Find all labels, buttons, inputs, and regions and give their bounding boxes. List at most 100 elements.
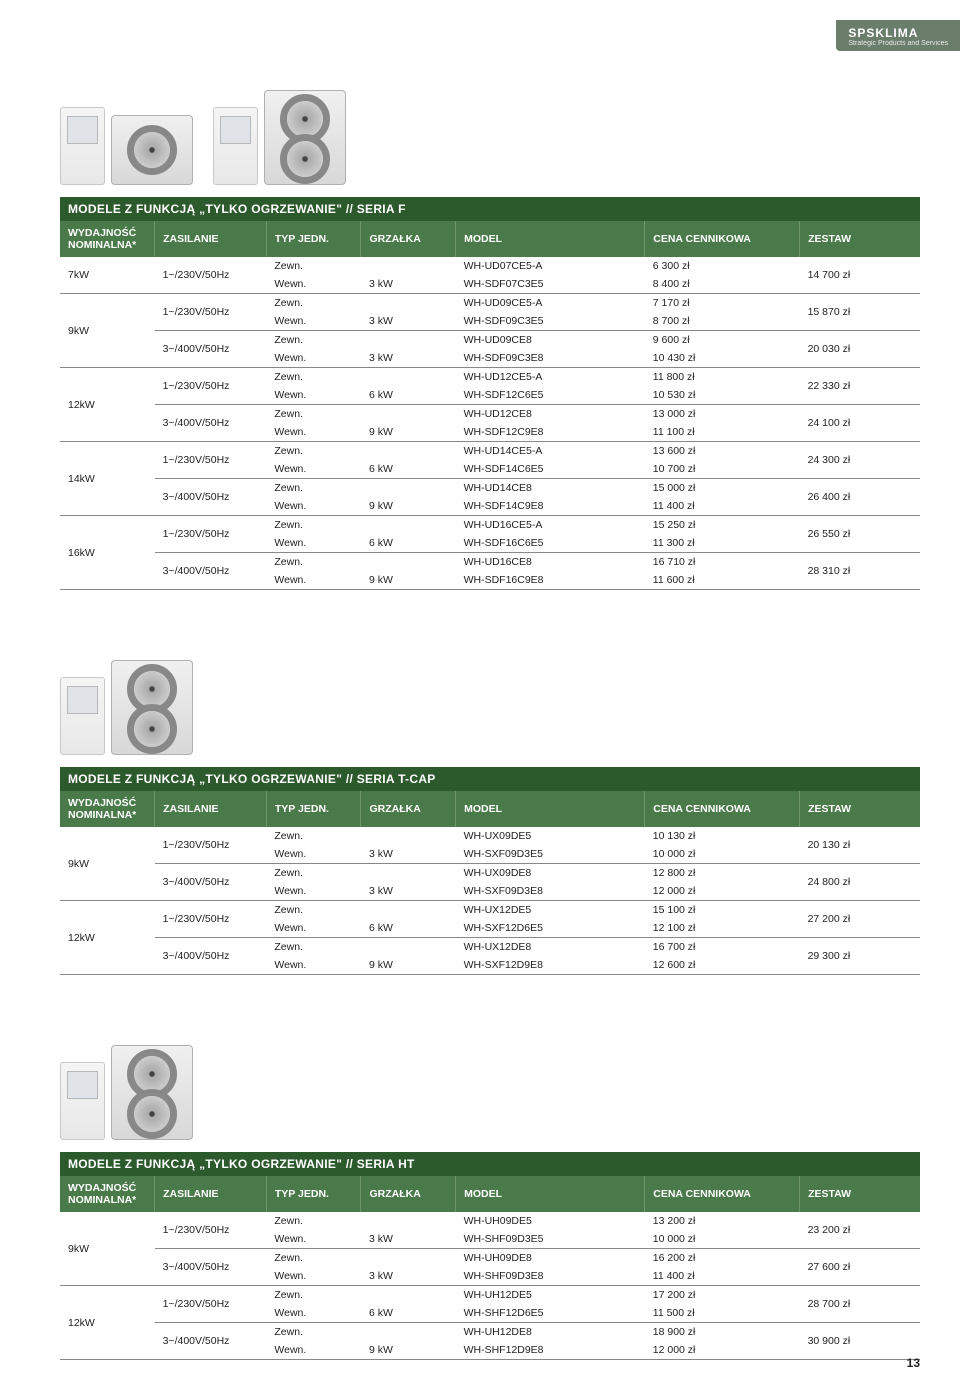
cell-model: WH-SHF12D6E5 xyxy=(456,1304,645,1323)
cell-cena: 12 000 zł xyxy=(645,882,800,901)
col-header-zestaw: ZESTAW xyxy=(800,791,920,827)
cell-typ: Zewn. xyxy=(266,368,361,387)
cell-grz xyxy=(361,257,456,275)
cell-model: WH-SXF12D6E5 xyxy=(456,919,645,938)
cell-typ: Wewn. xyxy=(266,534,361,553)
cell-typ: Zewn. xyxy=(266,901,361,920)
col-header-typ: TYP JEDN. xyxy=(266,221,361,257)
col-header-zestaw: ZESTAW xyxy=(800,221,920,257)
cell-typ: Zewn. xyxy=(266,1286,361,1305)
cell-cena: 12 100 zł xyxy=(645,919,800,938)
cell-model: WH-UD14CE8 xyxy=(456,479,645,498)
cell-cena: 11 400 zł xyxy=(645,1267,800,1286)
cell-typ: Wewn. xyxy=(266,386,361,405)
cell-model: WH-SDF09C3E8 xyxy=(456,349,645,368)
section-title: MODELE Z FUNKCJĄ „TYLKO OGRZEWANIE" // S… xyxy=(60,1152,920,1176)
zestaw-cell: 24 300 zł xyxy=(800,442,920,479)
cell-grz: 9 kW xyxy=(361,571,456,590)
cell-model: WH-UD14CE5-A xyxy=(456,442,645,461)
cell-grz: 9 kW xyxy=(361,423,456,442)
capacity-cell: 12kW xyxy=(60,1286,155,1360)
capacity-cell: 16kW xyxy=(60,516,155,590)
supply-cell: 3~/400V/50Hz xyxy=(155,405,267,442)
capacity-cell: 12kW xyxy=(60,368,155,442)
cell-cena: 16 200 zł xyxy=(645,1249,800,1268)
cell-cena: 11 600 zł xyxy=(645,571,800,590)
supply-cell: 3~/400V/50Hz xyxy=(155,938,267,975)
capacity-cell: 12kW xyxy=(60,901,155,975)
col-header-grzalka: GRZAŁKA xyxy=(361,1176,456,1212)
cell-grz xyxy=(361,479,456,498)
page-number: 13 xyxy=(907,1356,920,1370)
price-table: WYDAJNOŚĆ NOMINALNA*ZASILANIETYP JEDN.GR… xyxy=(60,791,920,975)
cell-grz: 3 kW xyxy=(361,349,456,368)
cell-typ: Wewn. xyxy=(266,1304,361,1323)
cell-typ: Zewn. xyxy=(266,331,361,350)
cell-typ: Wewn. xyxy=(266,275,361,294)
brand-tab: SPSKLIMA Strategic Products and Services xyxy=(836,20,960,51)
cell-grz: 3 kW xyxy=(361,1267,456,1286)
cell-model: WH-SDF16C6E5 xyxy=(456,534,645,553)
table-row: 3~/400V/50HzZewn.WH-UX12DE816 700 zł29 3… xyxy=(60,938,920,957)
cell-grz: 3 kW xyxy=(361,882,456,901)
col-header-cena: CENA CENNIKOWA xyxy=(645,791,800,827)
cell-typ: Zewn. xyxy=(266,405,361,424)
cell-typ: Wewn. xyxy=(266,571,361,590)
cell-model: WH-SXF09D3E8 xyxy=(456,882,645,901)
cell-grz xyxy=(361,1212,456,1230)
cell-model: WH-SDF12C9E8 xyxy=(456,423,645,442)
cell-grz xyxy=(361,1249,456,1268)
supply-cell: 1~/230V/50Hz xyxy=(155,442,267,479)
zestaw-cell: 22 330 zł xyxy=(800,368,920,405)
cell-grz: 9 kW xyxy=(361,1341,456,1360)
supply-cell: 3~/400V/50Hz xyxy=(155,479,267,516)
outdoor-unit-icon xyxy=(264,90,346,185)
zestaw-cell: 15 870 zł xyxy=(800,294,920,331)
table-row: 3~/400V/50HzZewn.WH-UH12DE818 900 zł30 9… xyxy=(60,1323,920,1342)
zestaw-cell: 23 200 zł xyxy=(800,1212,920,1249)
cell-typ: Zewn. xyxy=(266,479,361,498)
capacity-cell: 7kW xyxy=(60,257,155,294)
zestaw-cell: 14 700 zł xyxy=(800,257,920,294)
outdoor-unit-icon xyxy=(111,115,193,185)
col-header-cena: CENA CENNIKOWA xyxy=(645,1176,800,1212)
cell-model: WH-UH09DE5 xyxy=(456,1212,645,1230)
indoor-unit-icon xyxy=(60,107,105,185)
cell-model: WH-UX12DE8 xyxy=(456,938,645,957)
price-table: WYDAJNOŚĆ NOMINALNA*ZASILANIETYP JEDN.GR… xyxy=(60,1176,920,1360)
cell-cena: 18 900 zł xyxy=(645,1323,800,1342)
cell-model: WH-SDF14C6E5 xyxy=(456,460,645,479)
cell-grz: 9 kW xyxy=(361,956,456,975)
table-row: 3~/400V/50HzZewn.WH-UD16CE816 710 zł28 3… xyxy=(60,553,920,572)
cell-typ: Zewn. xyxy=(266,516,361,535)
cell-typ: Wewn. xyxy=(266,956,361,975)
cell-model: WH-UH12DE8 xyxy=(456,1323,645,1342)
cell-typ: Zewn. xyxy=(266,864,361,883)
col-header-zasilanie: ZASILANIE xyxy=(155,1176,267,1212)
cell-cena: 12 800 zł xyxy=(645,864,800,883)
table-row: 7kW1~/230V/50HzZewn.WH-UD07CE5-A6 300 zł… xyxy=(60,257,920,275)
cell-model: WH-SDF16C9E8 xyxy=(456,571,645,590)
cell-typ: Wewn. xyxy=(266,423,361,442)
col-header-typ: TYP JEDN. xyxy=(266,1176,361,1212)
supply-cell: 1~/230V/50Hz xyxy=(155,257,267,294)
supply-cell: 3~/400V/50Hz xyxy=(155,1323,267,1360)
table-row: 12kW1~/230V/50HzZewn.WH-UH12DE517 200 zł… xyxy=(60,1286,920,1305)
cell-model: WH-UH12DE5 xyxy=(456,1286,645,1305)
price-table: WYDAJNOŚĆ NOMINALNA*ZASILANIETYP JEDN.GR… xyxy=(60,221,920,590)
cell-cena: 10 530 zł xyxy=(645,386,800,405)
cell-model: WH-SDF14C9E8 xyxy=(456,497,645,516)
supply-cell: 1~/230V/50Hz xyxy=(155,827,267,864)
table-row: 9kW1~/230V/50HzZewn.WH-UH09DE513 200 zł2… xyxy=(60,1212,920,1230)
cell-cena: 13 000 zł xyxy=(645,405,800,424)
col-header-typ: TYP JEDN. xyxy=(266,791,361,827)
cell-grz: 6 kW xyxy=(361,919,456,938)
cell-model: WH-SHF12D9E8 xyxy=(456,1341,645,1360)
supply-cell: 1~/230V/50Hz xyxy=(155,294,267,331)
section-title: MODELE Z FUNKCJĄ „TYLKO OGRZEWANIE" // S… xyxy=(60,197,920,221)
capacity-cell: 14kW xyxy=(60,442,155,516)
supply-cell: 1~/230V/50Hz xyxy=(155,368,267,405)
cell-grz xyxy=(361,331,456,350)
cell-typ: Wewn. xyxy=(266,882,361,901)
cell-grz: 3 kW xyxy=(361,275,456,294)
